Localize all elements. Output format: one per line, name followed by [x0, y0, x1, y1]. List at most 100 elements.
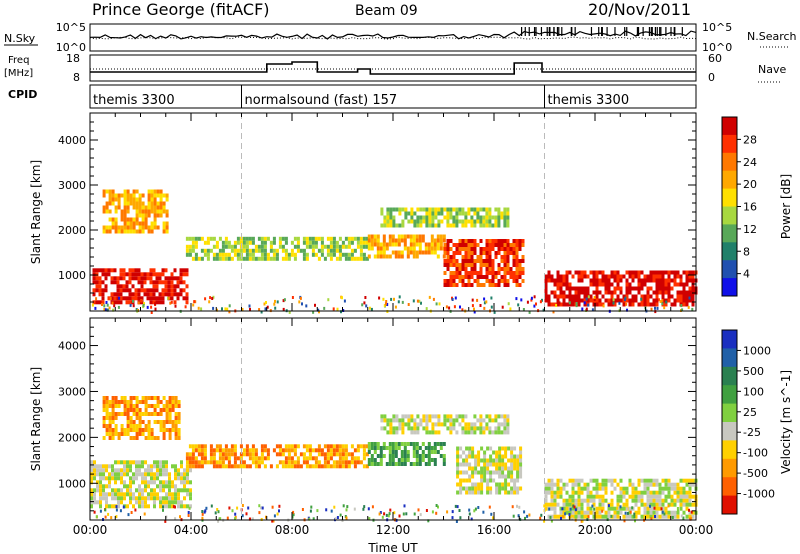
data-cell — [135, 404, 139, 408]
data-cell — [610, 298, 614, 303]
data-cell — [568, 494, 572, 499]
data-cell — [382, 442, 386, 446]
data-cell — [129, 400, 133, 404]
data-cell — [254, 256, 258, 261]
data-cell — [102, 436, 106, 440]
noise-cell — [368, 306, 371, 310]
data-cell — [604, 282, 608, 287]
data-cell — [421, 250, 425, 255]
data-cell — [416, 430, 420, 435]
data-cell — [571, 478, 575, 483]
data-cell — [101, 288, 105, 293]
data-cell — [406, 234, 410, 239]
data-cell — [598, 498, 602, 503]
data-cell — [471, 454, 475, 459]
data-cell — [479, 418, 483, 423]
data-cell — [153, 420, 157, 424]
data-cell — [388, 238, 392, 243]
data-cell — [102, 193, 106, 198]
data-cell — [224, 448, 228, 453]
data-cell — [430, 250, 434, 255]
data-cell — [556, 282, 560, 287]
data-cell — [613, 510, 617, 515]
data-cell — [513, 466, 517, 471]
data-cell — [400, 450, 404, 454]
data-cell — [556, 502, 560, 507]
data-cell — [326, 248, 330, 253]
noise-cell — [146, 305, 149, 309]
data-cell — [428, 211, 432, 216]
data-cell — [667, 270, 671, 275]
data-cell — [129, 201, 133, 206]
data-cell — [138, 424, 142, 428]
data-cell — [168, 504, 171, 509]
data-cell — [116, 300, 120, 305]
data-cell — [95, 284, 99, 289]
data-cell — [655, 510, 659, 515]
data-cell — [135, 221, 139, 226]
data-cell — [646, 490, 650, 495]
noise-cell — [168, 296, 171, 300]
data-cell — [206, 248, 210, 253]
data-cell — [245, 444, 249, 449]
data-cell — [476, 211, 480, 216]
y-axis-title: Slant Range [km] — [29, 367, 43, 471]
data-cell — [137, 280, 141, 285]
noise-cell — [241, 514, 244, 518]
data-cell — [583, 486, 587, 491]
data-cell — [589, 298, 593, 303]
data-cell — [107, 268, 111, 273]
data-cell — [114, 432, 118, 436]
data-cell — [281, 464, 285, 469]
data-cell — [422, 219, 426, 224]
data-cell — [200, 256, 204, 261]
data-cell — [673, 302, 677, 307]
data-cell — [165, 468, 168, 473]
noise-cell — [555, 303, 558, 307]
noise-cell — [407, 303, 410, 306]
power-colorbar-swatch — [722, 206, 737, 225]
data-cell — [177, 472, 180, 477]
noise-cell — [575, 304, 578, 308]
data-cell — [562, 274, 566, 279]
noise-cell — [393, 511, 396, 515]
data-cell — [391, 454, 395, 458]
data-cell — [583, 274, 587, 279]
data-cell — [607, 282, 611, 287]
data-cell — [141, 464, 144, 469]
noise-cell — [688, 296, 691, 300]
data-cell — [293, 236, 297, 241]
data-cell — [132, 229, 136, 234]
data-cell — [489, 446, 493, 451]
data-cell — [326, 448, 330, 453]
data-cell — [395, 223, 399, 228]
noise-cell — [473, 307, 475, 311]
data-cell — [90, 488, 93, 493]
data-cell — [622, 506, 626, 511]
data-cell — [183, 504, 186, 509]
data-cell — [113, 276, 117, 281]
noise-cell — [581, 307, 584, 311]
data-cell — [640, 498, 644, 503]
data-cell — [503, 426, 507, 431]
data-cell — [168, 408, 172, 412]
data-cell — [367, 462, 371, 466]
data-cell — [619, 274, 623, 279]
data-cell — [138, 500, 141, 505]
data-cell — [236, 248, 240, 253]
data-cell — [497, 426, 501, 431]
data-cell — [144, 504, 147, 509]
data-cell — [510, 462, 514, 467]
data-cell — [209, 448, 213, 453]
data-cell — [147, 428, 151, 432]
data-cell — [122, 288, 126, 293]
data-cell — [335, 240, 339, 245]
data-cell — [168, 436, 172, 440]
data-cell — [111, 412, 115, 416]
data-cell — [637, 286, 641, 291]
data-cell — [108, 420, 112, 424]
data-cell — [500, 259, 504, 263]
data-cell — [287, 460, 291, 465]
data-cell — [485, 422, 489, 427]
data-cell — [437, 418, 441, 423]
